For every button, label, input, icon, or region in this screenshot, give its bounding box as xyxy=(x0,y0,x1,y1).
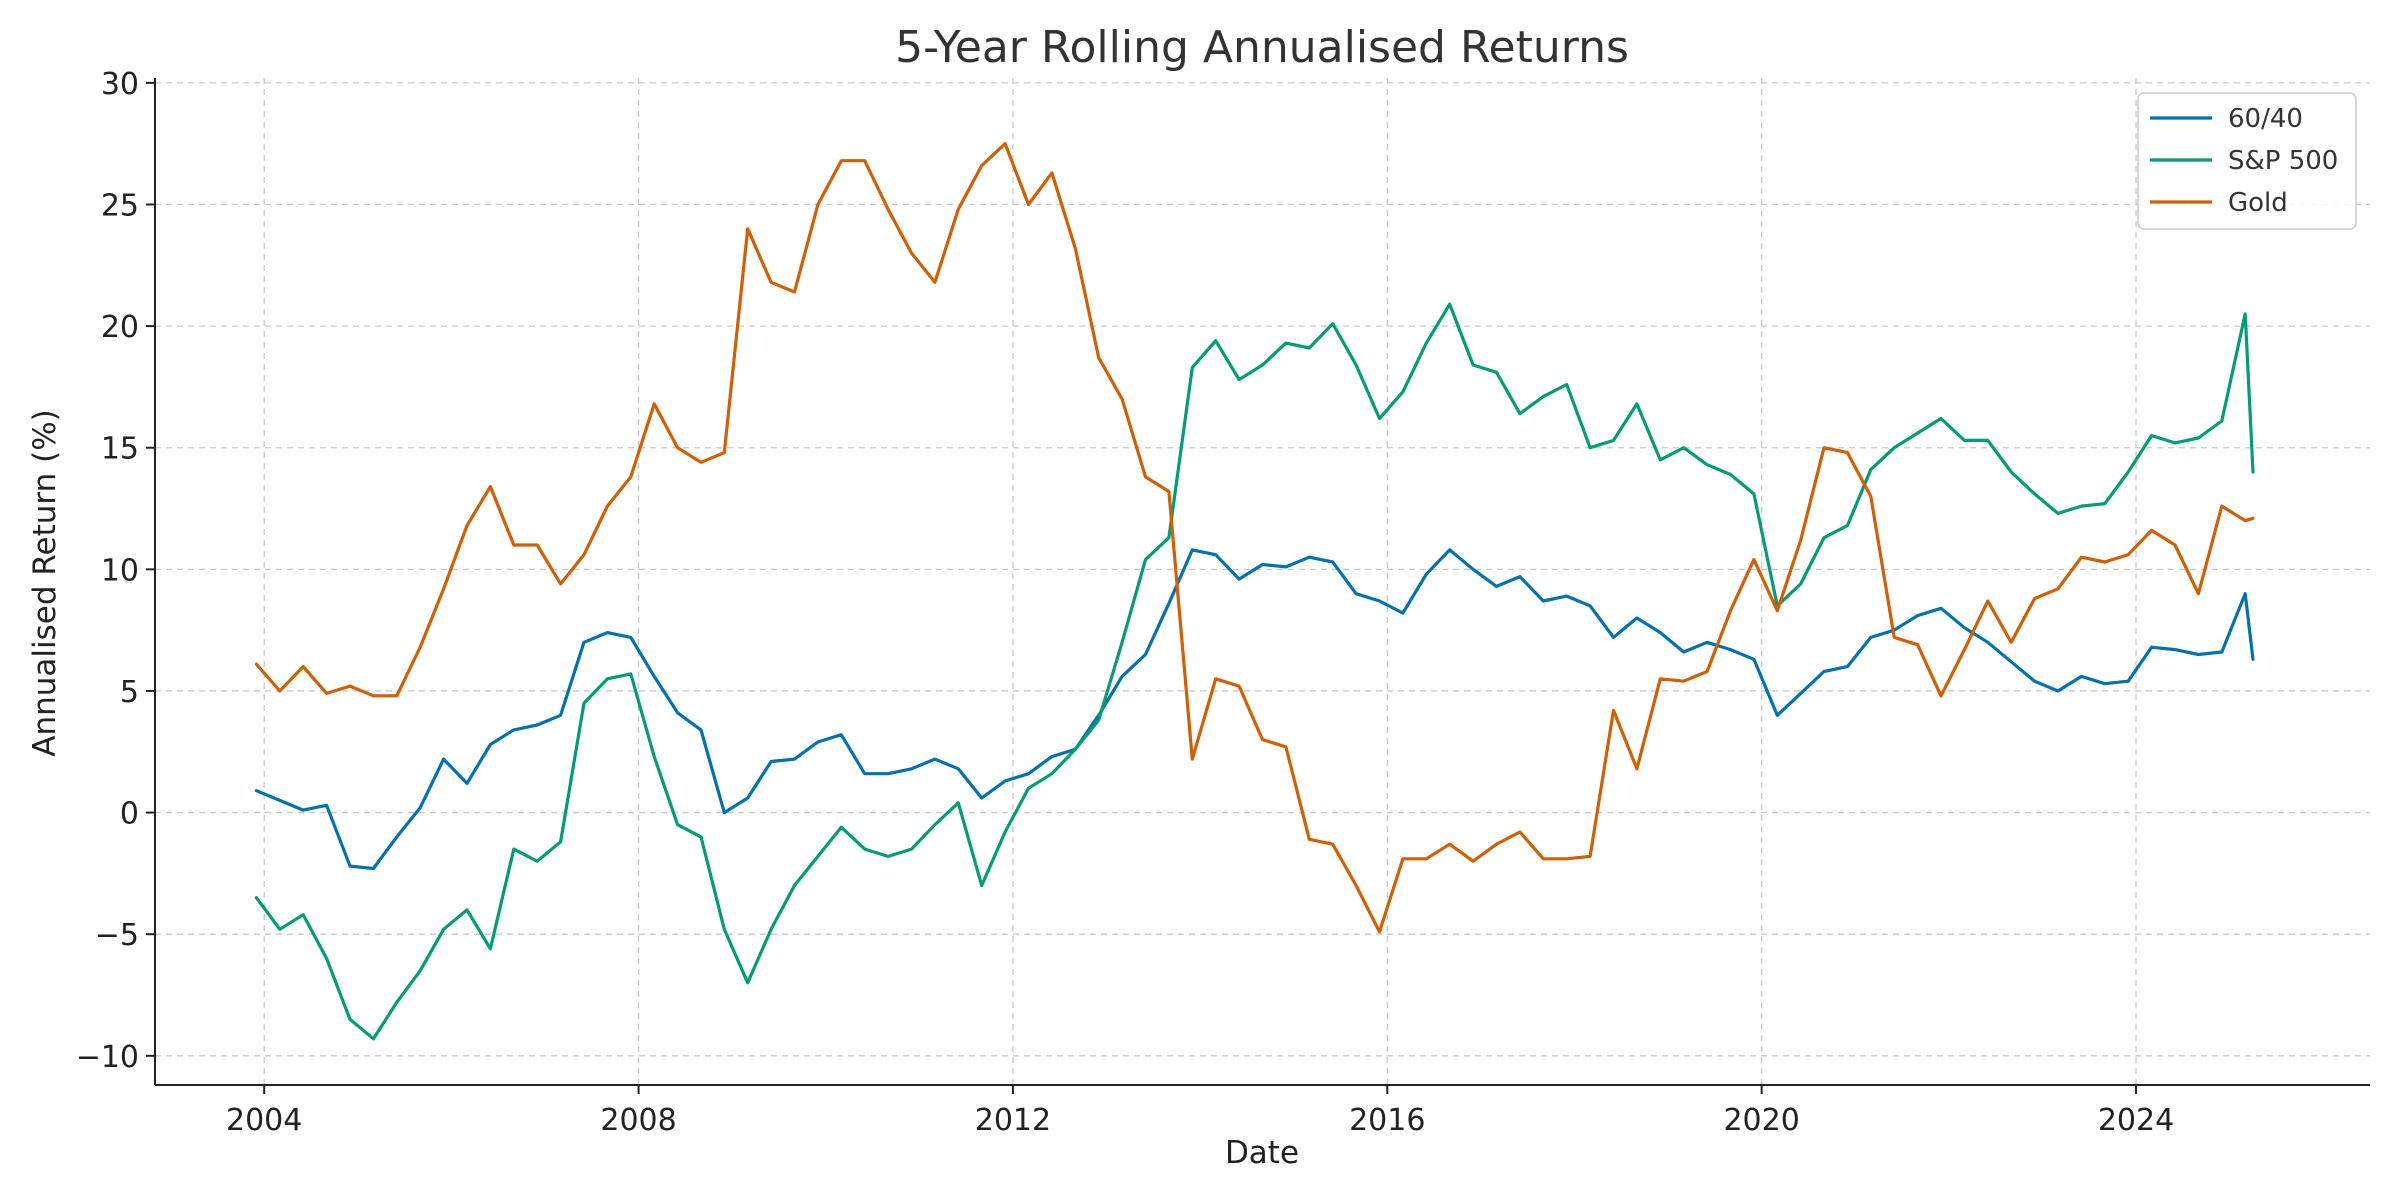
series-line-gold xyxy=(254,142,2255,934)
series-line-s-p-500 xyxy=(254,302,2255,1041)
legend-label-gold: Gold xyxy=(2228,188,2288,218)
y-tick-label: −10 xyxy=(76,1040,139,1075)
y-tick-label: 15 xyxy=(101,432,139,467)
x-tick-label: 2004 xyxy=(226,1103,302,1138)
legend: 60/40 S&P 500 Gold xyxy=(2137,92,2357,230)
x-tick-label: 2008 xyxy=(600,1103,676,1138)
y-tick-label: 25 xyxy=(101,188,139,223)
y-tick-label: 5 xyxy=(120,675,139,710)
series-line-60-40 xyxy=(254,548,2255,871)
x-tick-label: 2024 xyxy=(2098,1103,2174,1138)
y-tick-label: 20 xyxy=(101,310,139,345)
legend-label-60-40: 60/40 xyxy=(2228,104,2303,134)
x-tick-label: 2012 xyxy=(975,1103,1051,1138)
legend-label-s-p-500: S&P 500 xyxy=(2228,146,2338,176)
y-tick-label: −5 xyxy=(95,918,139,953)
y-tick-label: 10 xyxy=(101,553,139,588)
x-axis-label: Date xyxy=(1225,1135,1299,1171)
y-ticks: −10 −5 0 5 10 15 20 25 30 xyxy=(76,67,155,1075)
legend-frame xyxy=(2137,92,2357,230)
y-tick-label: 0 xyxy=(120,797,139,832)
x-tick-label: 2020 xyxy=(1723,1103,1799,1138)
y-axis-label: Annualised Return (%) xyxy=(27,409,63,757)
chart-title: 5-Year Rolling Annualised Returns xyxy=(895,22,1629,73)
axes xyxy=(154,78,2370,1086)
x-tick-label: 2016 xyxy=(1349,1103,1425,1138)
x-ticks: 2004 2008 2012 2016 2020 2024 xyxy=(226,1085,2174,1138)
gridlines xyxy=(155,78,2370,1085)
y-tick-label: 30 xyxy=(101,67,139,102)
series-lines xyxy=(254,142,2255,1041)
